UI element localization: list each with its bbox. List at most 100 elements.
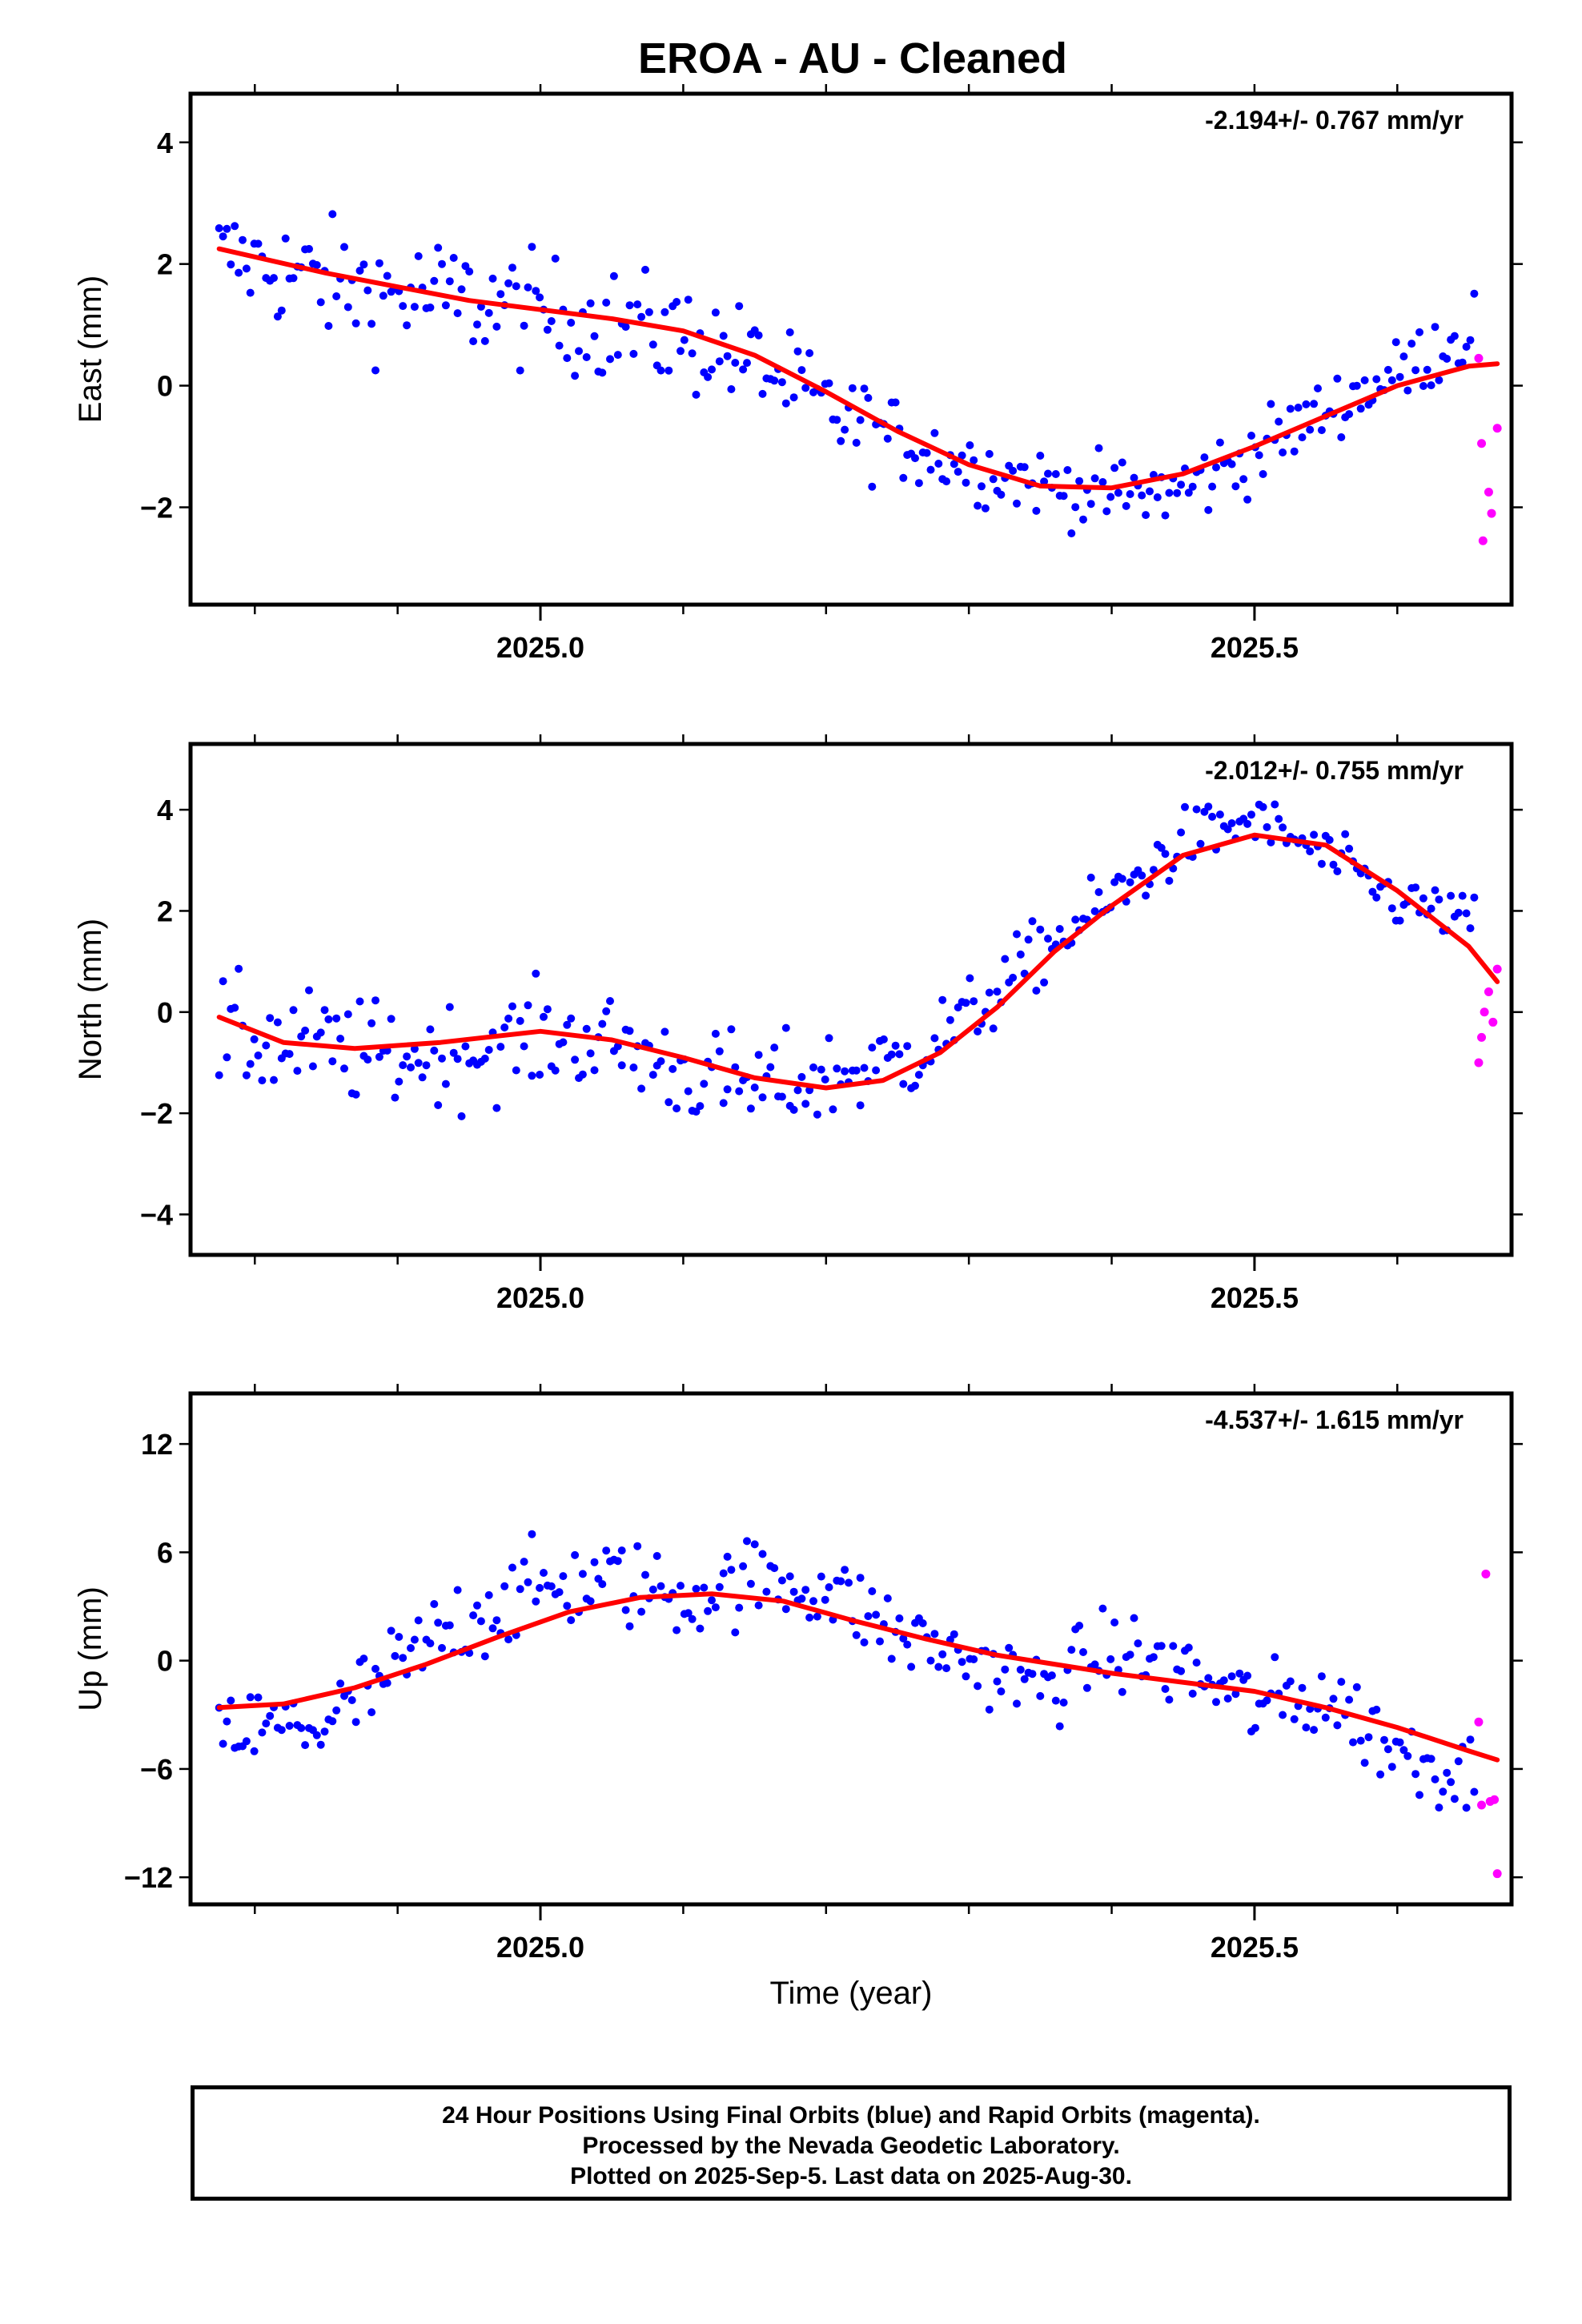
final-point: [1391, 338, 1400, 347]
final-point: [641, 1570, 649, 1579]
final-point: [1215, 810, 1224, 819]
final-point: [328, 1057, 337, 1066]
final-point: [285, 1050, 294, 1059]
final-point: [555, 1588, 564, 1597]
final-point: [1118, 875, 1126, 883]
final-point: [1325, 835, 1334, 844]
final-point: [962, 1672, 970, 1681]
final-point: [516, 366, 524, 375]
rapid-point: [1484, 487, 1493, 497]
final-point: [316, 1028, 325, 1037]
final-point: [1130, 473, 1138, 482]
plot-area: [215, 1530, 1502, 1879]
final-point: [1204, 802, 1213, 811]
final-point: [403, 321, 412, 330]
final-point: [1263, 822, 1271, 831]
final-point: [1462, 343, 1471, 351]
final-point: [371, 996, 379, 1005]
rapid-point: [1481, 1569, 1491, 1578]
final-point: [1138, 871, 1146, 880]
final-point: [833, 1064, 841, 1073]
rapid-point: [1488, 1017, 1498, 1027]
final-point: [1204, 505, 1213, 514]
final-point: [950, 460, 958, 468]
panel-east: −2 0 2 4 2025.0 2025.5 East (mm) -2.194+/- 0.76…: [73, 84, 1523, 664]
final-point: [719, 332, 728, 340]
final-point: [868, 1587, 877, 1595]
final-point: [852, 438, 861, 447]
final-point: [692, 390, 701, 399]
final-point: [1130, 1614, 1138, 1622]
final-point: [453, 1586, 462, 1594]
final-point: [602, 1546, 611, 1555]
final-point: [1243, 819, 1252, 828]
final-point: [528, 243, 536, 251]
final-point: [324, 322, 333, 330]
final-point: [590, 1066, 599, 1075]
final-point: [1223, 1695, 1232, 1703]
final-point: [316, 1740, 325, 1749]
final-point: [1067, 1646, 1076, 1655]
final-point: [750, 1540, 759, 1549]
final-point: [563, 354, 572, 363]
final-point: [606, 997, 614, 1005]
final-point: [841, 1067, 849, 1076]
final-point: [516, 1016, 524, 1025]
final-point: [864, 393, 873, 402]
final-point: [621, 1606, 630, 1614]
final-point: [930, 1630, 939, 1638]
final-point: [613, 351, 622, 360]
final-point: [1298, 433, 1307, 442]
final-point: [723, 1552, 732, 1561]
final-point: [242, 264, 251, 273]
final-point: [1001, 1665, 1010, 1674]
final-point: [1263, 1696, 1271, 1705]
final-point: [258, 1728, 267, 1737]
final-point: [1157, 843, 1166, 852]
final-point: [1399, 352, 1408, 361]
final-point: [1208, 812, 1217, 821]
final-point: [1165, 876, 1174, 885]
final-point: [704, 1606, 713, 1615]
final-point: [1462, 1803, 1471, 1812]
final-point: [363, 1055, 372, 1064]
final-point: [227, 260, 235, 269]
final-point: [625, 1027, 634, 1035]
final-point: [1317, 426, 1326, 435]
final-point: [891, 1041, 900, 1050]
final-point: [551, 1066, 560, 1075]
panel-north: −4 −2 0 2 4 2025.0 2025.5 North (mm) -2.012+/- 0…: [73, 734, 1523, 1314]
final-point: [1411, 883, 1420, 892]
final-point: [532, 1597, 540, 1606]
final-point: [746, 1579, 755, 1588]
final-point: [1333, 867, 1342, 875]
final-point: [1368, 887, 1377, 896]
final-point: [1298, 1683, 1307, 1692]
final-point: [974, 1682, 982, 1691]
final-point: [1086, 500, 1095, 509]
final-point: [625, 301, 634, 310]
final-point: [1247, 432, 1255, 440]
final-point: [648, 1071, 657, 1080]
final-point: [1009, 973, 1018, 982]
final-point: [1352, 381, 1361, 390]
final-point: [1005, 1643, 1014, 1652]
final-point: [484, 1590, 493, 1599]
final-point: [770, 1043, 779, 1052]
final-point: [1267, 400, 1275, 408]
final-point: [1036, 1691, 1045, 1700]
final-point: [883, 1594, 892, 1602]
final-point: [434, 243, 443, 252]
final-point: [1063, 466, 1072, 474]
final-point: [273, 1018, 282, 1027]
final-point: [966, 974, 974, 983]
final-point: [926, 465, 935, 474]
final-point: [496, 290, 505, 299]
chart-title: EROA - AU - Cleaned: [637, 34, 1068, 82]
rate-annotation: -2.194+/- 0.767 mm/yr: [1205, 106, 1464, 135]
final-point: [1016, 1666, 1025, 1674]
final-point: [1419, 894, 1427, 903]
final-point: [1439, 1787, 1447, 1796]
final-point: [739, 1562, 748, 1570]
y-tick-label: 0: [157, 996, 173, 1029]
